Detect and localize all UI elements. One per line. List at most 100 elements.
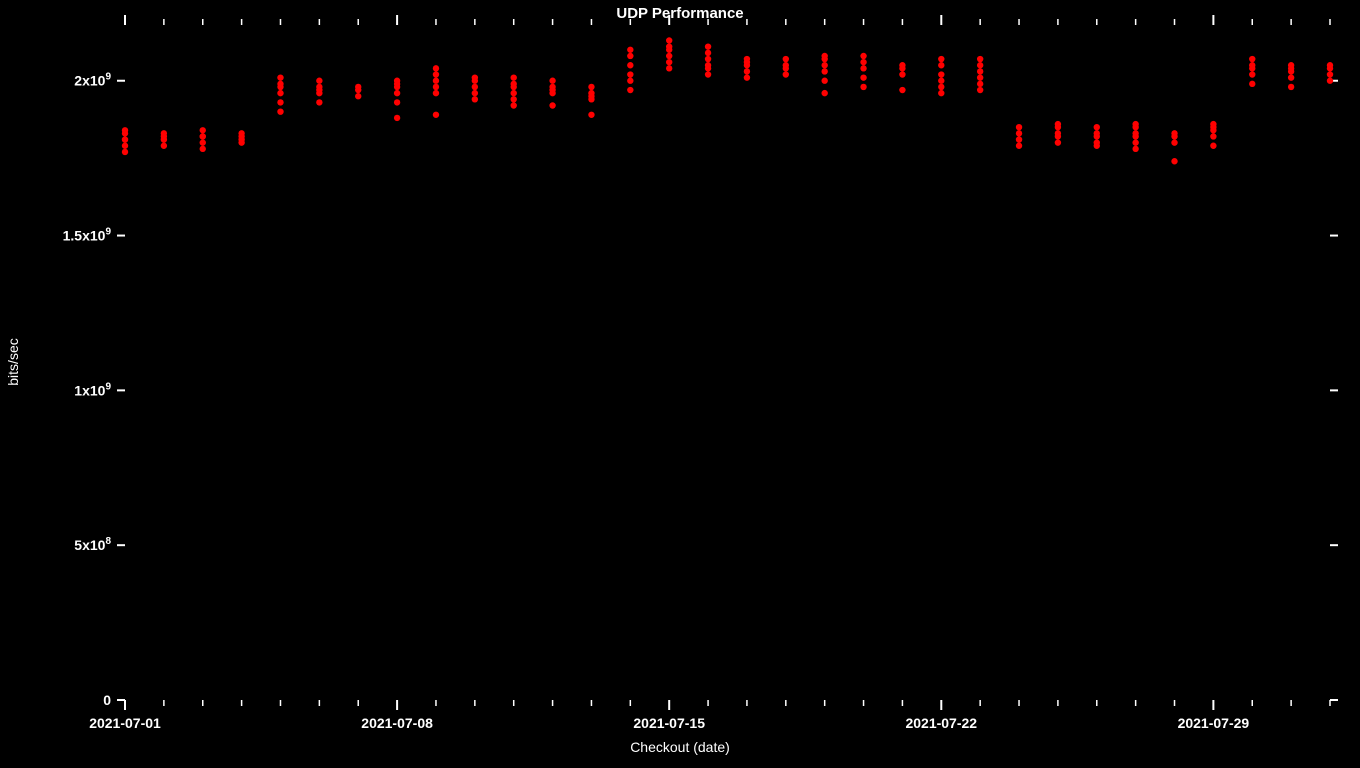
data-point [277,99,283,105]
data-point [316,84,322,90]
data-point [938,84,944,90]
data-point [627,62,633,68]
data-point [1210,121,1216,127]
data-point [705,56,711,62]
data-point [1210,133,1216,139]
data-point [472,74,478,80]
data-point [666,37,672,43]
data-point [860,65,866,71]
data-point [1327,62,1333,68]
data-point [238,130,244,136]
data-point [433,112,439,118]
chart-title: UDP Performance [616,5,743,22]
data-point [511,96,517,102]
data-point [122,149,128,155]
x-tick-label: 2021-07-15 [633,715,705,731]
data-point [821,68,827,74]
data-point [549,84,555,90]
data-point [1171,130,1177,136]
data-point [899,71,905,77]
data-point [1171,139,1177,145]
data-point [666,59,672,65]
data-point [355,93,361,99]
data-point [433,90,439,96]
data-point [355,84,361,90]
data-point [1132,130,1138,136]
y-tick-label: 1.5x109 [63,227,112,244]
data-point [938,62,944,68]
data-point [1249,71,1255,77]
data-point [705,71,711,77]
data-point [1016,136,1022,142]
data-point [549,78,555,84]
data-point [316,78,322,84]
data-point [277,108,283,114]
data-point [860,84,866,90]
data-point [783,62,789,68]
data-point [1327,71,1333,77]
data-point [200,127,206,133]
data-point [860,53,866,59]
data-point [588,90,594,96]
data-point [511,74,517,80]
data-point [899,87,905,93]
data-point [394,78,400,84]
data-point [821,62,827,68]
data-point [277,74,283,80]
udp-performance-chart: UDP Performance 05x1081x1091.5x1092x109 … [0,0,1360,768]
data-point [1288,74,1294,80]
data-point [200,139,206,145]
data-point [705,43,711,49]
data-point [977,62,983,68]
data-point [200,146,206,152]
data-point [1132,139,1138,145]
data-point [1249,56,1255,62]
data-point [1327,78,1333,84]
data-point [1094,130,1100,136]
data-point [122,136,128,142]
data-point [1249,81,1255,87]
data-point [588,84,594,90]
data-point [705,50,711,56]
data-point [821,53,827,59]
data-point [277,90,283,96]
data-point [433,65,439,71]
data-point [277,81,283,87]
data-point [1132,121,1138,127]
data-point [1016,124,1022,130]
data-point [588,112,594,118]
data-point [744,68,750,74]
data-point [122,127,128,133]
data-point [744,74,750,80]
data-point [938,71,944,77]
y-tick-label: 0 [103,692,111,708]
data-point [860,74,866,80]
data-point [627,53,633,59]
data-point [744,56,750,62]
data-point [938,90,944,96]
data-point [666,53,672,59]
data-point [394,99,400,105]
data-point [705,62,711,68]
data-point [1055,139,1061,145]
data-point [1055,130,1061,136]
data-point [200,133,206,139]
data-point [783,56,789,62]
data-point [627,87,633,93]
data-point [122,143,128,149]
data-point [549,102,555,108]
data-point [821,90,827,96]
data-point [472,96,478,102]
data-point [627,78,633,84]
data-point [316,99,322,105]
data-point [938,78,944,84]
data-point [394,90,400,96]
data-point [938,56,944,62]
data-point [511,102,517,108]
data-point [1249,62,1255,68]
data-point [1016,143,1022,149]
data-point [783,71,789,77]
y-axis-label: bits/sec [5,338,21,385]
data-point [161,143,167,149]
data-point [1288,84,1294,90]
